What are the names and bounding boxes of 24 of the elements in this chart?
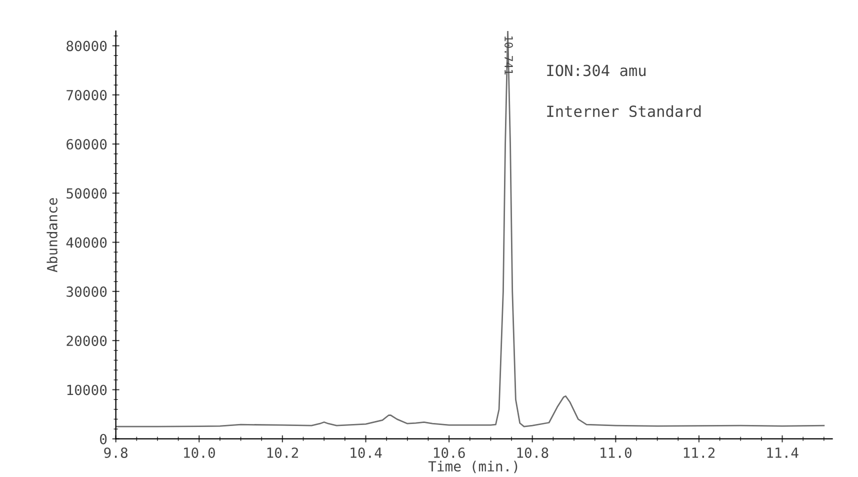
x-tick-label: 9.8 xyxy=(104,447,128,458)
y-tick-label: 40000 xyxy=(66,237,107,248)
x-tick-label: 11.4 xyxy=(767,448,798,458)
annotation: Interner Standard xyxy=(547,105,701,118)
y-tick-label: 10000 xyxy=(67,384,107,396)
line-series xyxy=(116,31,825,428)
x-tick-label: 11.0 xyxy=(600,447,632,458)
y-tick-label: 60000 xyxy=(66,139,107,150)
annotation: ION:304 amu xyxy=(547,64,646,76)
annotation: 10.741 xyxy=(504,36,513,75)
y-axis-title: Abundance xyxy=(46,198,58,272)
y-tick-label: 70000 xyxy=(66,90,107,100)
x-tick-label: 10.6 xyxy=(434,447,465,458)
y-tick-label: 0 xyxy=(100,434,107,444)
x-axis-title: Time (min.) xyxy=(428,460,518,474)
y-tick-label: 20000 xyxy=(66,336,107,346)
x-tick-label: 10.4 xyxy=(350,447,382,458)
x-tick-label: 10.8 xyxy=(517,447,548,458)
y-tick-label: 30000 xyxy=(66,286,107,297)
x-tick-label: 11.2 xyxy=(684,447,715,458)
y-tick-label: 80000 xyxy=(66,40,107,52)
x-tick-label: 10.0 xyxy=(184,447,215,458)
y-tick-label: 50000 xyxy=(66,188,107,199)
x-tick-label: 10.2 xyxy=(267,447,298,458)
